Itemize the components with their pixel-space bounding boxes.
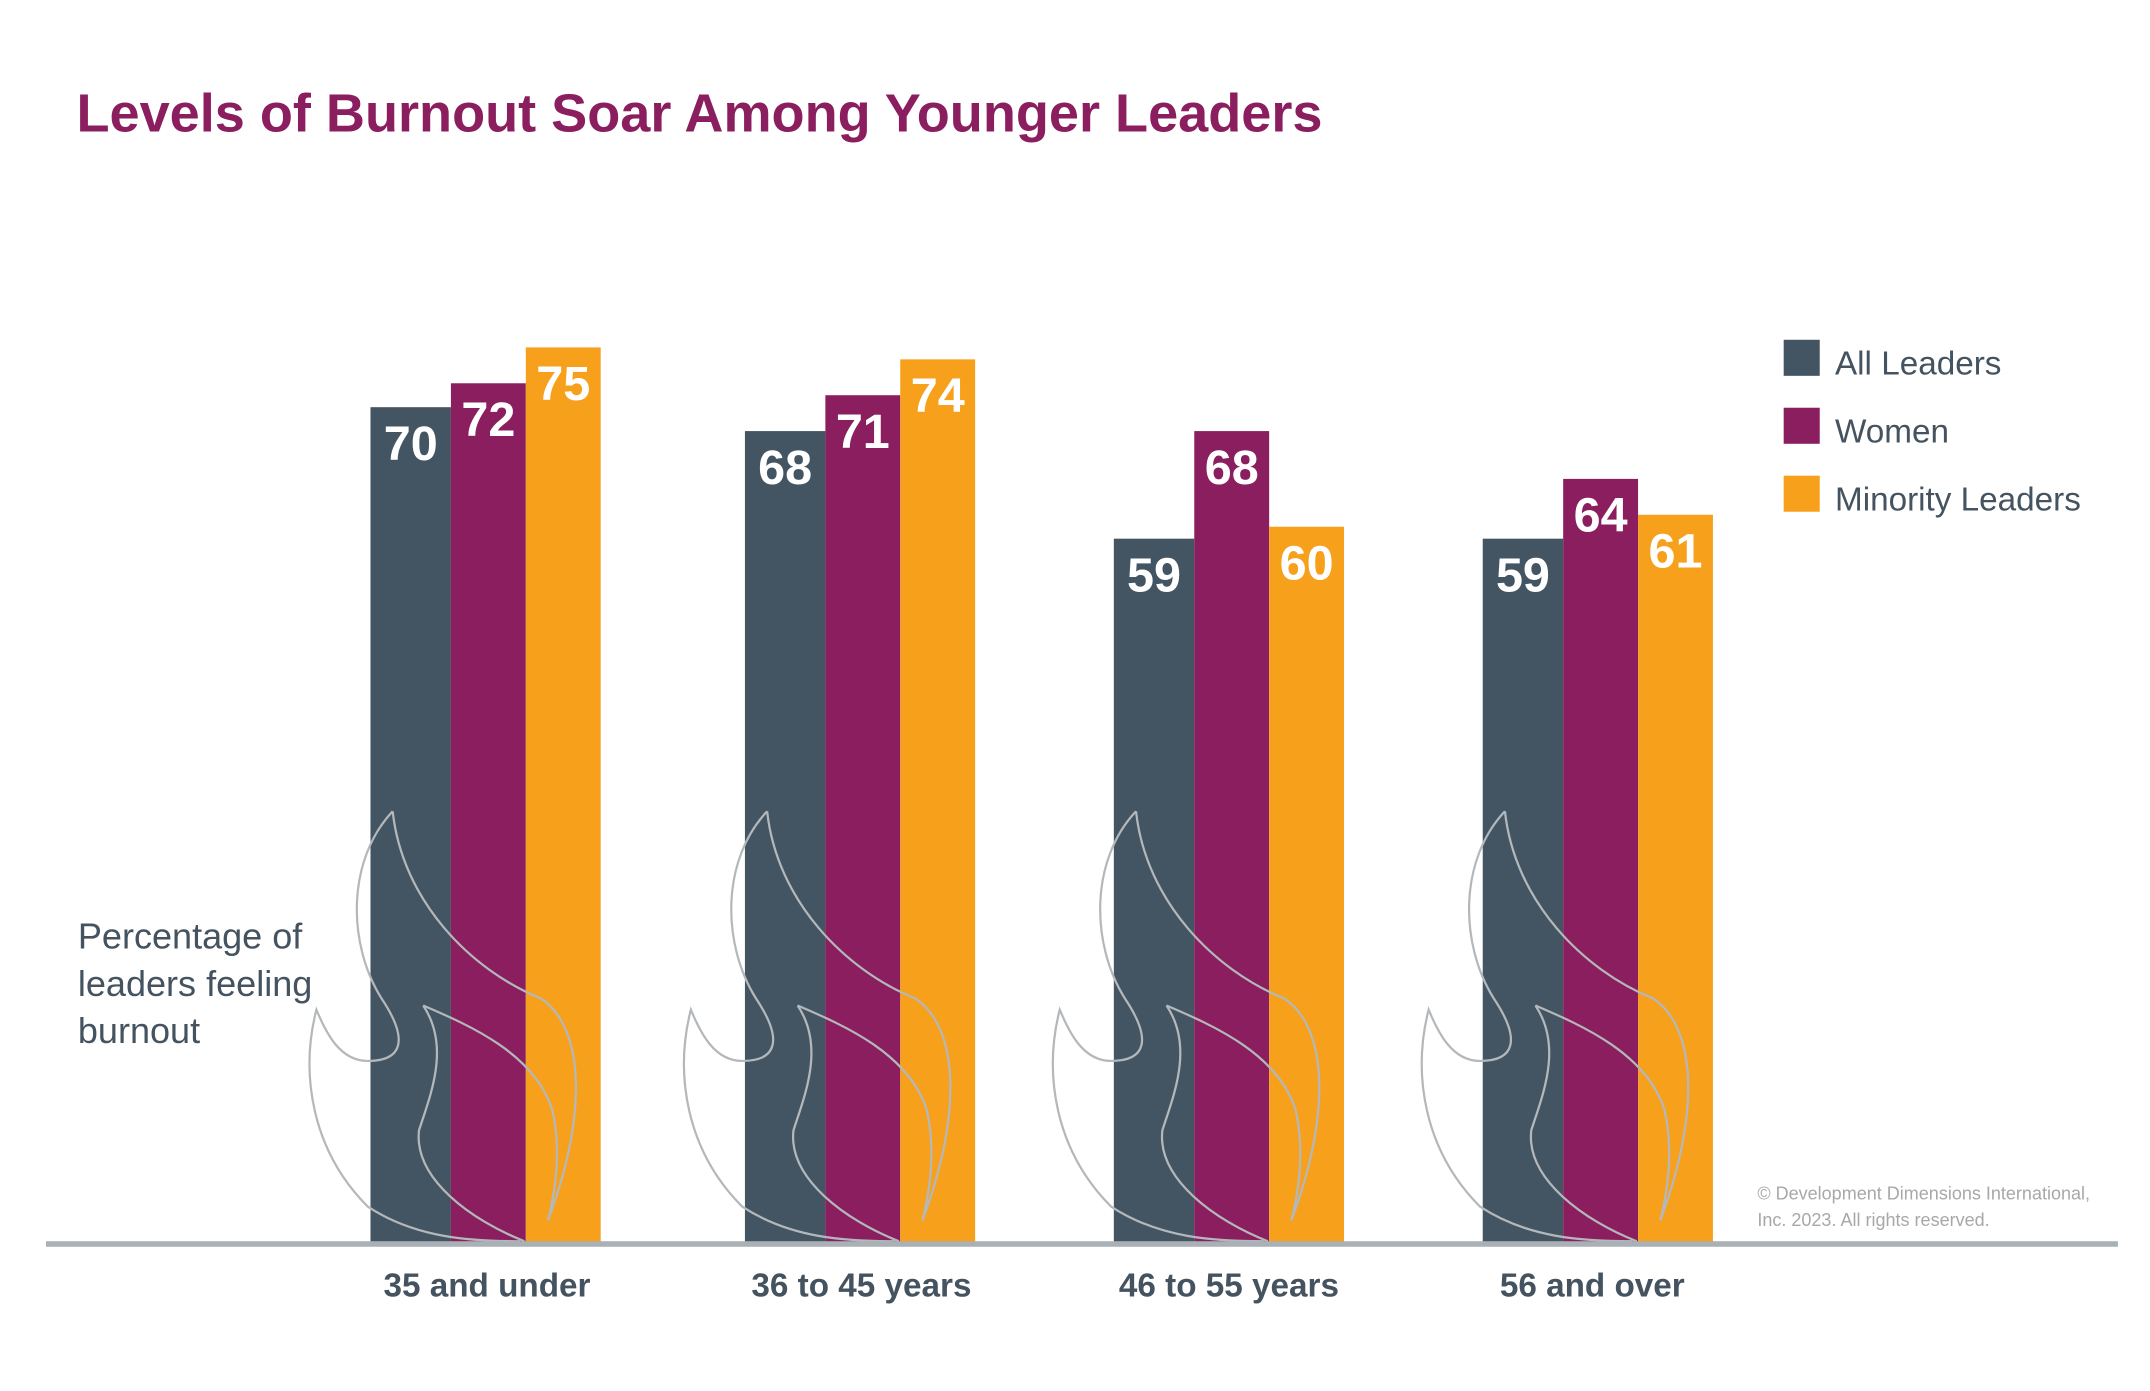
bar (744, 431, 826, 1244)
flame-icon (308, 810, 578, 1243)
data-label: 59 (1127, 548, 1181, 602)
legend-label: Women (1835, 413, 1949, 450)
bars (370, 347, 1713, 1244)
flame-outline (1529, 1004, 1638, 1243)
flame-outline (1503, 811, 1690, 1221)
copyright: © Development Dimensions International, … (1757, 1184, 2090, 1230)
copyright-line: Inc. 2023. All rights reserved. (1757, 1210, 1989, 1230)
flame-decorations (308, 810, 1690, 1243)
bar (1638, 514, 1713, 1244)
data-label: 74 (911, 369, 965, 423)
bar (525, 347, 601, 1244)
data-label: 59 (1496, 548, 1550, 602)
legend-swatch-women (1783, 407, 1820, 444)
copyright-line: © Development Dimensions International, (1757, 1184, 2090, 1204)
category-label: 36 to 45 years (751, 1268, 971, 1305)
bar (900, 359, 976, 1244)
y-label-line: burnout (78, 1010, 200, 1051)
data-label: 75 (536, 357, 590, 411)
data-label: 71 (836, 405, 890, 459)
y-label-line: leaders feeling (78, 963, 312, 1004)
data-labels: 70 72 75 68 71 74 59 68 60 59 64 61 (384, 357, 1703, 602)
x-axis-baseline (45, 1241, 2118, 1247)
category-label: 56 and over (1500, 1268, 1685, 1305)
legend-swatch-all-leaders (1783, 339, 1820, 376)
legend-label: Minority Leaders (1835, 481, 2081, 518)
data-label: 60 (1280, 536, 1334, 590)
bar (825, 395, 901, 1244)
flame-icon (1420, 810, 1690, 1243)
flame-outline (417, 1004, 525, 1243)
data-label: 64 (1574, 489, 1628, 543)
data-label: 68 (1205, 441, 1259, 495)
flame-icon (682, 810, 952, 1243)
flame-outline (1166, 1004, 1302, 1221)
flame-outline (792, 1004, 900, 1243)
bar (1563, 478, 1639, 1244)
bar (1482, 538, 1564, 1244)
data-label: 61 (1649, 524, 1703, 578)
y-label-line: Percentage of (78, 916, 303, 957)
flame-outline (422, 1004, 559, 1221)
legend-label: All Leaders (1835, 345, 2001, 382)
bar (1113, 538, 1195, 1244)
data-label: 70 (384, 417, 438, 471)
flame-icon (1051, 810, 1321, 1243)
bar (450, 383, 526, 1244)
data-label: 68 (758, 441, 812, 495)
category-label: 35 and under (383, 1268, 590, 1305)
flame-outline (682, 810, 895, 1243)
category-labels: 35 and under 36 to 45 years 46 to 55 yea… (383, 1268, 1684, 1305)
bar (1269, 526, 1345, 1244)
flame-outline (797, 1004, 933, 1221)
flame-outline (1420, 810, 1633, 1243)
bar (1194, 431, 1270, 1244)
category-label: 46 to 55 years (1119, 1268, 1339, 1305)
chart-title: Levels of Burnout Soar Among Younger Lea… (76, 84, 1322, 144)
bar (370, 407, 451, 1244)
flame-outline (308, 810, 521, 1243)
data-label: 72 (461, 393, 515, 447)
flame-outline (1134, 811, 1321, 1221)
y-axis-label: Percentage of leaders feeling burnout (78, 916, 312, 1051)
flame-outline (766, 811, 952, 1221)
flame-outline (1534, 1004, 1671, 1221)
flame-outline (1161, 1004, 1269, 1243)
flame-outline (1051, 810, 1264, 1243)
flame-outline (391, 811, 578, 1221)
legend-swatch-minority-leaders (1783, 475, 1820, 512)
legend: All Leaders Women Minority Leaders (1783, 339, 2081, 518)
